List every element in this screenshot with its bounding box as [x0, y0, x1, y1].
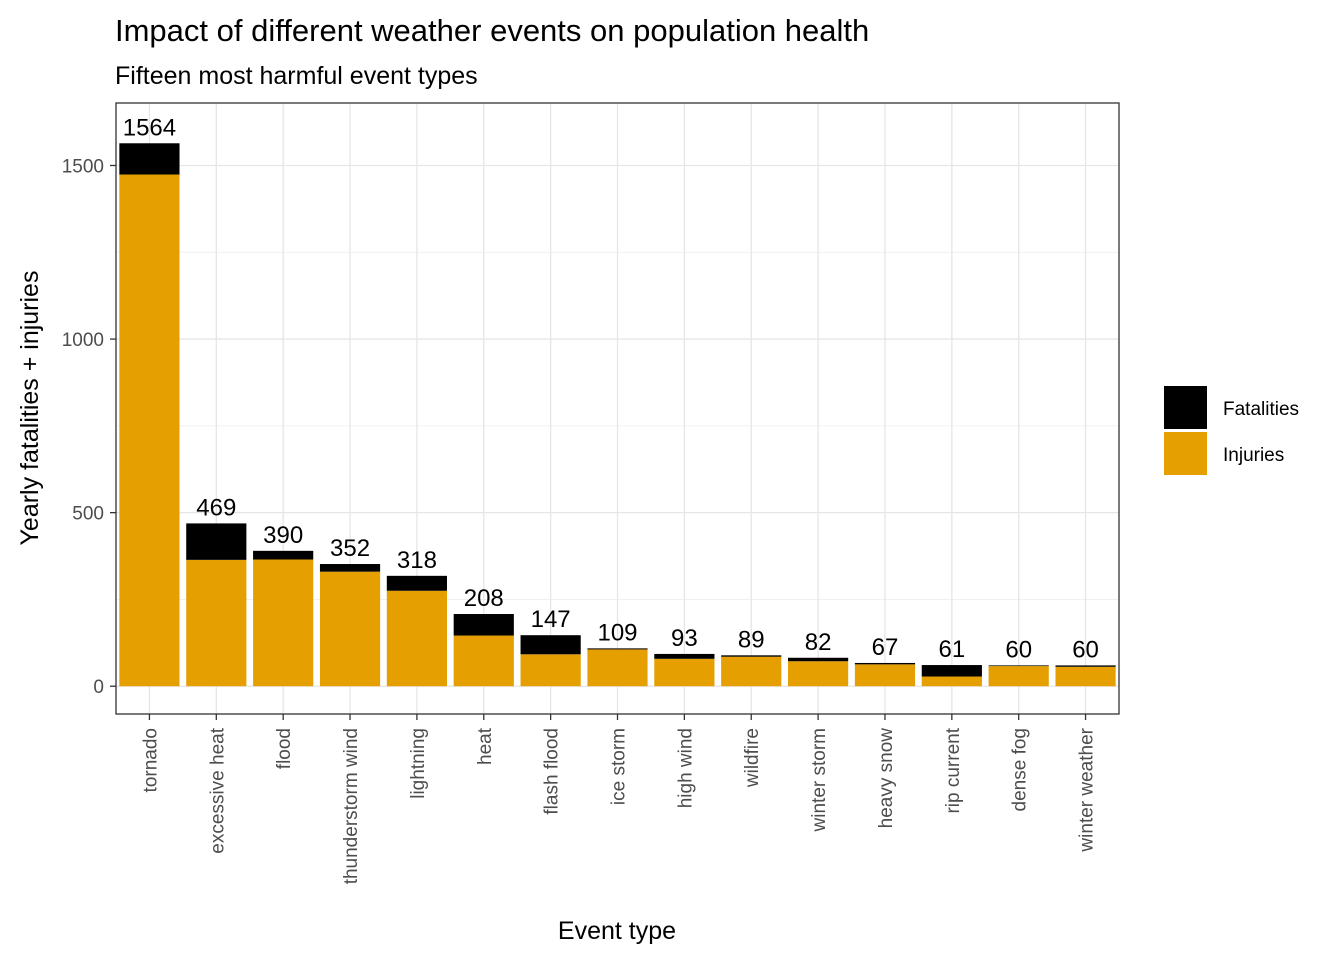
bar-fatalities [319, 564, 381, 572]
chart-subtitle: Fifteen most harmful event types [115, 62, 478, 90]
bar-injuries [654, 658, 715, 687]
y-tick-label: 0 [93, 677, 104, 698]
bar-fatalities [1055, 665, 1116, 667]
total-label: 61 [938, 636, 965, 663]
y-axis-title: Yearly fatalities + injuries [16, 271, 44, 546]
bar-fatalities [453, 614, 514, 636]
total-label: 1564 [123, 114, 176, 141]
grid [116, 103, 1119, 714]
bar-injuries [453, 635, 514, 687]
total-label: 67 [872, 634, 899, 661]
legend-label: Injuries [1223, 445, 1284, 466]
bar-injuries [921, 676, 982, 687]
legend-key [1164, 432, 1207, 475]
bar-injuries [788, 661, 849, 687]
bar-fatalities [253, 550, 314, 560]
total-label: 109 [597, 619, 637, 646]
legend-key [1164, 386, 1207, 429]
x-tick-label: heat [475, 727, 496, 765]
x-tick-label: thunderstorm wind [341, 728, 362, 884]
x-tick-label: winter weather [1077, 727, 1098, 852]
total-label: 60 [1072, 636, 1099, 663]
total-label: 352 [330, 535, 370, 562]
total-label: 469 [196, 494, 236, 521]
total-label: 147 [531, 606, 571, 633]
bar-injuries [721, 656, 782, 687]
bar-fatalities [520, 635, 581, 655]
data-labels: 1564 469 390 352 318 208 147 109 93 89 82 67 61 60 60 [123, 114, 1099, 663]
total-label: 208 [464, 585, 504, 612]
bar-injuries [587, 649, 648, 687]
x-tick-label: flood [274, 728, 295, 769]
x-tick-label: heavy snow [876, 728, 897, 829]
x-tick-label: wildfire [742, 728, 763, 788]
bar-fatalities [119, 143, 180, 175]
total-label: 390 [263, 522, 303, 549]
x-axis-title: Event type [558, 917, 676, 945]
x-tick-label: high wind [675, 728, 696, 808]
bars [119, 143, 1116, 687]
x-axis: tornado excessive heat flood thunderstorm w… [140, 714, 1098, 884]
legend: Fatalities Injuries [1164, 386, 1299, 475]
bar-fatalities [921, 665, 982, 677]
total-label: 82 [805, 629, 832, 656]
total-label: 60 [1005, 636, 1032, 663]
y-tick-label: 1500 [62, 156, 104, 177]
bar-fatalities [788, 657, 849, 662]
chart-title: Impact of different weather events on po… [115, 13, 869, 48]
total-label: 93 [671, 625, 698, 652]
bar-fatalities [654, 653, 715, 659]
legend-label: Fatalities [1223, 399, 1299, 420]
x-tick-label: winter storm [809, 728, 830, 832]
x-tick-label: rip current [943, 727, 964, 813]
y-tick-label: 1000 [62, 330, 104, 351]
bar-fatalities [721, 655, 782, 657]
bar-fatalities [854, 662, 916, 665]
x-tick-label: lightning [408, 728, 429, 799]
x-tick-label: excessive heat [207, 727, 228, 853]
x-tick-label: ice storm [609, 728, 630, 805]
bar-fatalities [186, 523, 247, 560]
bar-fatalities [587, 648, 648, 650]
x-tick-label: tornado [140, 728, 161, 792]
y-tick-label: 500 [72, 504, 104, 525]
bar-injuries [319, 571, 381, 687]
bar-injuries [119, 174, 180, 687]
bar-injuries [1055, 666, 1116, 687]
bar-injuries [386, 590, 447, 687]
total-label: 318 [397, 547, 437, 574]
bar-injuries [186, 559, 247, 687]
bar-injuries [854, 664, 916, 687]
bar-fatalities [386, 575, 447, 591]
y-axis: 0 500 1000 1500 [62, 156, 116, 698]
bar-injuries [520, 654, 581, 687]
bar-injuries [253, 559, 314, 687]
total-label: 89 [738, 626, 765, 653]
x-tick-label: flash flood [542, 728, 563, 815]
bar-fatalities [988, 665, 1049, 667]
x-tick-label: dense fog [1010, 728, 1031, 811]
bar-injuries [988, 666, 1049, 687]
